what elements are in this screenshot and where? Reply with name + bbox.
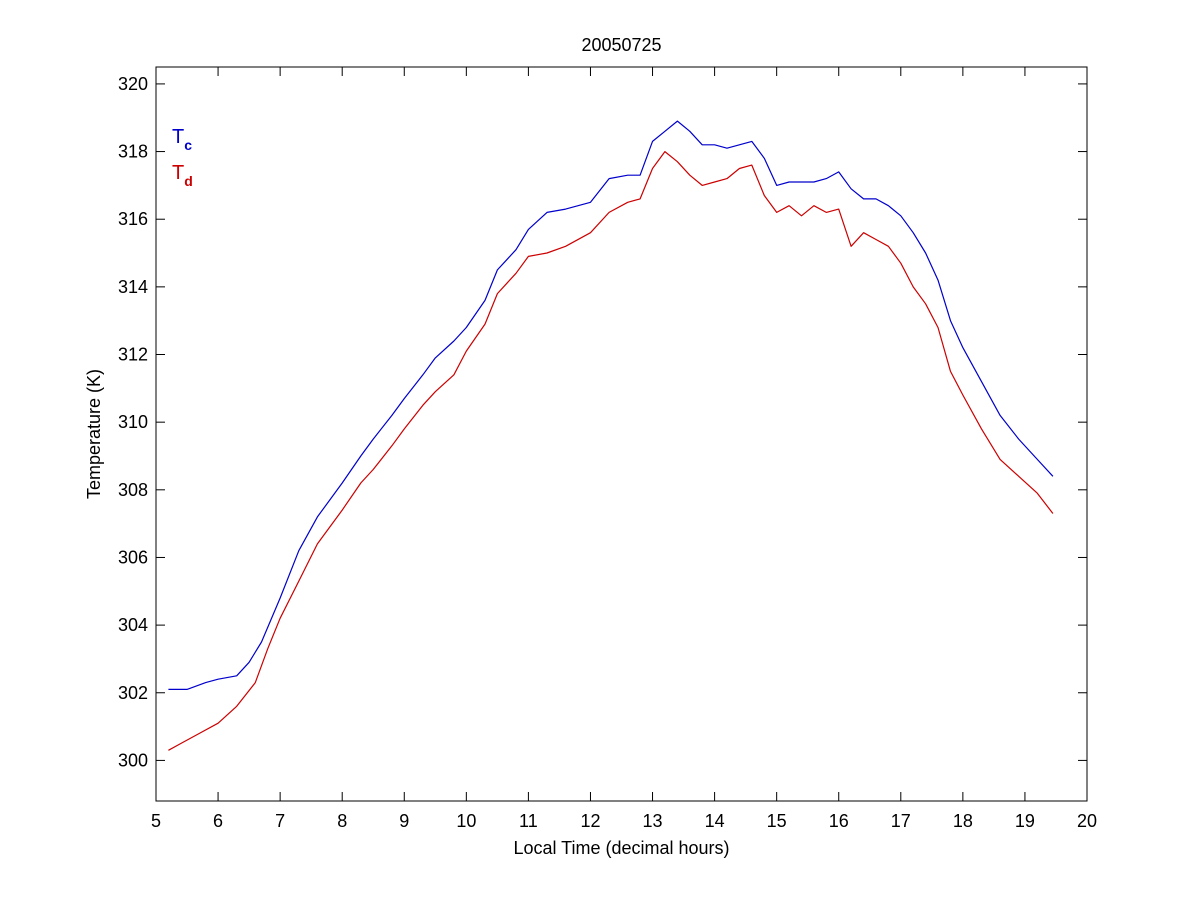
y-tick-label: 314	[118, 277, 148, 297]
x-tick-label: 10	[456, 811, 476, 831]
chart-title: 20050725	[581, 35, 661, 55]
y-tick-label: 312	[118, 345, 148, 365]
y-tick-label: 304	[118, 615, 148, 635]
x-tick-label: 18	[953, 811, 973, 831]
y-tick-label: 318	[118, 142, 148, 162]
x-tick-label: 11	[519, 811, 538, 831]
x-tick-label: 5	[151, 811, 161, 831]
x-tick-label: 8	[337, 811, 347, 831]
x-tick-label: 17	[891, 811, 911, 831]
x-tick-label: 14	[705, 811, 725, 831]
y-tick-label: 320	[118, 74, 148, 94]
y-tick-label: 310	[118, 412, 148, 432]
x-tick-label: 6	[213, 811, 223, 831]
y-axis-label: Temperature (K)	[84, 369, 104, 499]
x-tick-label: 7	[275, 811, 285, 831]
x-tick-label: 13	[643, 811, 663, 831]
x-tick-label: 9	[399, 811, 409, 831]
y-tick-label: 302	[118, 683, 148, 703]
series-line-Td	[168, 151, 1054, 751]
y-tick-label: 306	[118, 547, 148, 567]
legend: Tc Td	[172, 126, 193, 189]
legend-entry-Td: Td	[172, 162, 193, 189]
x-tick-label: 20	[1077, 811, 1097, 831]
plot-frame	[155, 66, 1088, 802]
y-tick-label: 308	[118, 480, 148, 500]
x-axis-label: Local Time (decimal hours)	[513, 838, 729, 858]
x-tick-label: 16	[829, 811, 849, 831]
y-tick-label: 316	[118, 209, 148, 229]
y-tick-label: 300	[118, 750, 148, 770]
x-tick-label: 19	[1015, 811, 1035, 831]
legend-entry-Tc: Tc	[172, 126, 192, 153]
series-line-Tc	[168, 120, 1054, 691]
x-tick-label: 15	[767, 811, 787, 831]
x-tick-label: 12	[580, 811, 600, 831]
